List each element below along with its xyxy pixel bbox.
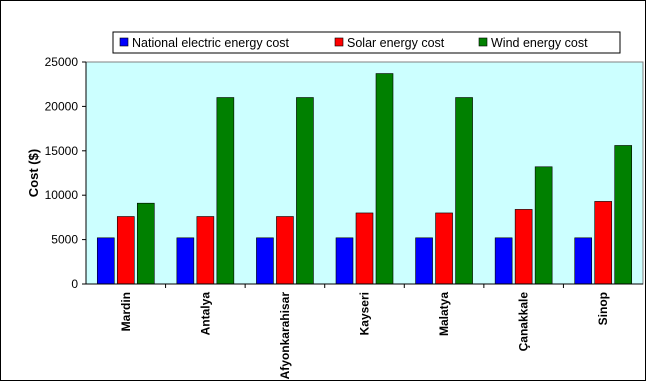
bar-wind <box>296 97 314 285</box>
bar-solar <box>116 216 135 285</box>
x-tick-label: Mardin <box>119 292 133 331</box>
bar-solar <box>594 201 613 285</box>
x-tick-label: Antalya <box>198 292 212 336</box>
bar-solar <box>435 212 453 285</box>
x-tick-label: Afyonkarahisar <box>278 292 292 380</box>
axes-group <box>85 62 643 285</box>
legend-swatch <box>478 37 488 47</box>
legend-label: Wind energy cost <box>491 36 588 50</box>
y-tick-label: 25000 <box>45 55 79 69</box>
bar-wind <box>216 97 235 285</box>
bar-wind <box>455 97 473 285</box>
bar-solar <box>276 216 294 285</box>
x-tick-label: Kayseri <box>358 292 372 335</box>
y-tick-label: 20000 <box>45 99 79 113</box>
y-tick-group: 0 5000 10000 15000 20000 25000 <box>45 55 86 291</box>
y-tick-label: 10000 <box>45 188 79 202</box>
bar-solar <box>355 212 374 285</box>
bar-national <box>415 237 433 285</box>
legend: National electric energy cost Solar energ… <box>112 31 621 54</box>
x-tick-label: Çanakkale <box>517 292 531 352</box>
x-tick-label: Malatya <box>437 292 451 336</box>
bar-solar <box>196 216 215 285</box>
bar-national <box>176 237 195 285</box>
x-tick-group: Mardin Antalya Afyonkarahisar Kayseri Malaty… <box>119 284 610 379</box>
legend-swatch <box>334 37 344 47</box>
bar-national <box>494 237 513 285</box>
legend-label: National electric energy cost <box>132 36 290 50</box>
y-tick-label: 15000 <box>45 144 79 158</box>
bars-group <box>96 73 633 285</box>
legend-label: Solar energy cost <box>347 36 445 50</box>
bar-wind <box>534 166 553 285</box>
bar-solar <box>514 209 533 285</box>
bar-national <box>256 237 274 285</box>
bar-wind <box>614 145 633 285</box>
bar-wind <box>375 73 394 285</box>
bar-wind <box>136 202 155 285</box>
bar-national <box>335 237 354 285</box>
y-tick-label: 5000 <box>51 233 78 247</box>
legend-box <box>112 31 621 54</box>
legend-swatch <box>119 37 129 47</box>
x-tick-label: Sinop <box>596 292 610 325</box>
y-axis-title: Cost ($) <box>26 149 41 197</box>
bar-national <box>574 237 593 285</box>
bar-national <box>96 237 115 285</box>
y-tick-label: 0 <box>71 277 78 291</box>
